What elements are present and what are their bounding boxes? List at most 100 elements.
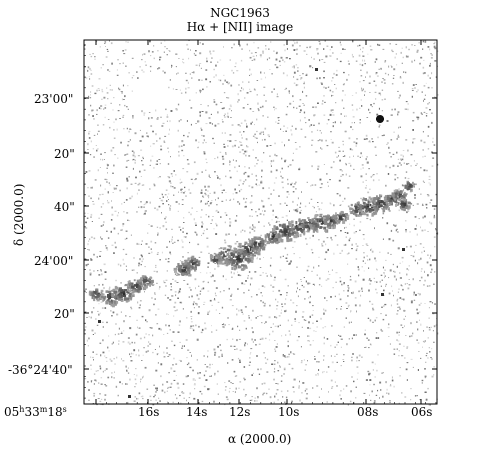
noise-speck	[104, 278, 107, 280]
noise-speck	[256, 257, 258, 260]
noise-speck	[165, 216, 167, 218]
emission-pixel	[269, 231, 273, 234]
noise-speck	[113, 129, 115, 131]
noise-speck	[229, 224, 231, 227]
noise-speck	[273, 363, 276, 365]
noise-speck	[118, 340, 120, 342]
noise-speck	[248, 289, 250, 291]
noise-speck	[319, 178, 322, 181]
noise-speck	[416, 49, 419, 52]
noise-speck	[348, 74, 350, 76]
noise-speck	[363, 252, 365, 254]
noise-speck	[389, 269, 392, 272]
noise-speck	[292, 152, 294, 154]
noise-speck	[344, 115, 345, 117]
noise-speck	[213, 142, 215, 144]
noise-speck	[256, 94, 258, 96]
noise-speck	[124, 154, 126, 156]
noise-speck	[413, 138, 416, 140]
noise-speck	[135, 383, 137, 385]
noise-speck	[407, 210, 410, 212]
noise-speck	[102, 326, 104, 328]
noise-speck	[297, 197, 299, 200]
noise-speck	[246, 145, 248, 147]
noise-speck	[168, 258, 170, 259]
noise-speck	[386, 222, 389, 225]
noise-speck	[135, 368, 137, 370]
emission-pixel	[125, 283, 128, 287]
noise-speck	[101, 398, 103, 400]
noise-speck	[244, 378, 246, 380]
noise-speck	[429, 64, 431, 67]
noise-speck	[343, 326, 345, 328]
noise-speck	[215, 329, 218, 331]
noise-speck	[234, 66, 237, 68]
noise-speck	[140, 206, 143, 209]
emission-pixel	[127, 291, 130, 294]
noise-speck	[353, 231, 356, 234]
emission-pixel	[148, 278, 151, 282]
noise-speck	[180, 360, 182, 362]
noise-speck	[212, 50, 215, 52]
noise-speck	[296, 78, 299, 81]
noise-speck	[323, 336, 325, 339]
noise-speck	[336, 361, 338, 363]
noise-speck	[192, 71, 195, 74]
noise-speck	[414, 395, 417, 397]
noise-speck	[342, 156, 345, 157]
noise-speck	[155, 391, 157, 393]
noise-speck	[200, 200, 202, 203]
noise-speck	[260, 315, 263, 317]
noise-speck	[157, 308, 160, 310]
noise-speck	[203, 301, 206, 303]
noise-speck	[293, 253, 295, 255]
noise-speck	[288, 90, 290, 93]
noise-speck	[366, 117, 369, 118]
noise-speck	[332, 112, 334, 113]
noise-speck	[362, 59, 363, 62]
noise-speck	[199, 52, 202, 55]
noise-speck	[257, 141, 258, 144]
noise-speck	[339, 169, 342, 171]
noise-speck	[390, 253, 392, 255]
noise-speck	[300, 281, 302, 282]
noise-speck	[287, 285, 289, 287]
noise-speck	[295, 64, 298, 66]
noise-speck	[127, 219, 129, 221]
noise-speck	[265, 76, 266, 79]
noise-speck	[426, 194, 429, 195]
noise-speck	[94, 179, 97, 181]
noise-speck	[119, 63, 121, 65]
noise-speck	[143, 336, 146, 339]
noise-speck	[403, 298, 405, 301]
noise-speck	[369, 384, 371, 386]
noise-speck	[338, 146, 340, 148]
noise-speck	[294, 42, 296, 45]
emission-pixel	[294, 225, 297, 230]
noise-speck	[434, 271, 436, 273]
emission-pixel	[304, 221, 308, 224]
noise-speck	[388, 277, 390, 279]
noise-speck	[361, 155, 363, 157]
noise-speck	[262, 131, 264, 133]
noise-speck	[85, 171, 88, 173]
noise-speck	[271, 363, 273, 365]
noise-speck	[404, 108, 406, 110]
noise-speck	[285, 396, 288, 399]
emission-pixel	[94, 295, 98, 299]
noise-speck	[396, 331, 399, 334]
noise-speck	[90, 364, 92, 366]
noise-speck	[299, 45, 301, 47]
noise-speck	[249, 74, 251, 76]
emission-pixel	[242, 250, 245, 253]
noise-speck	[382, 266, 384, 269]
noise-speck	[227, 245, 228, 247]
noise-speck	[200, 189, 203, 192]
noise-speck	[170, 367, 173, 370]
noise-speck	[292, 186, 295, 188]
noise-speck	[87, 381, 89, 383]
noise-speck	[109, 184, 111, 186]
noise-speck	[197, 120, 200, 123]
noise-speck	[255, 317, 257, 319]
noise-speck	[241, 229, 244, 231]
